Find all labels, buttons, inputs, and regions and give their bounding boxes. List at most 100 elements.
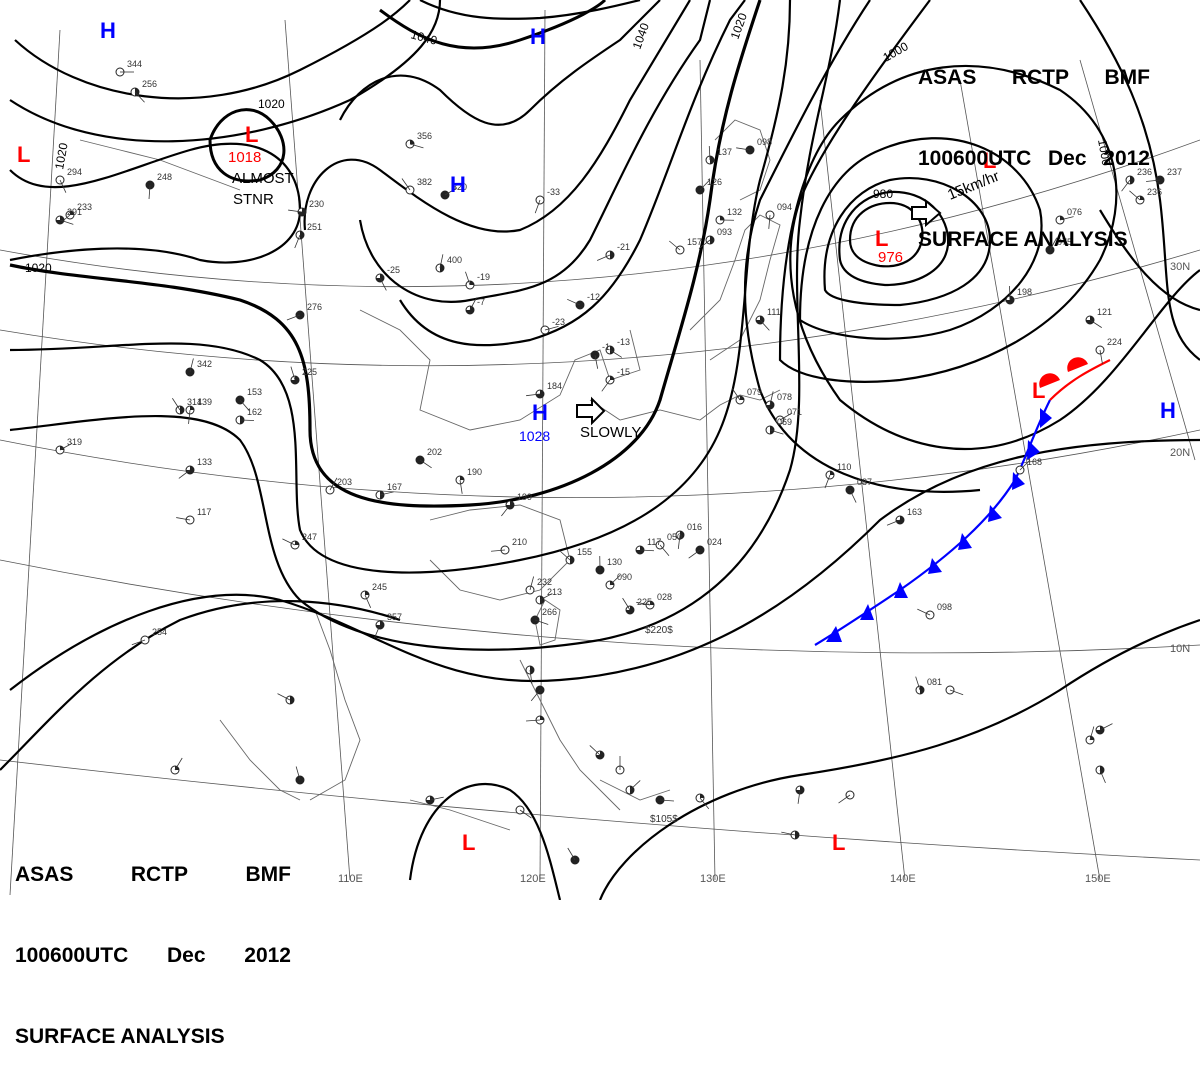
high-pressure-value: 1028 (519, 428, 550, 444)
station-value: 232 (537, 577, 552, 587)
station-value: 016 (687, 522, 702, 532)
header-bottom-left: ASAS RCTP BMF 100600UTC Dec 2012 SURFACE ANA… (15, 807, 291, 1077)
station-extra-label: $220$ (645, 625, 673, 636)
station-value: 276 (307, 302, 322, 312)
station-value: 356 (417, 131, 432, 141)
station-value: 314 (187, 397, 202, 407)
station-value: 079 (747, 387, 762, 397)
station-value: 190 (467, 467, 482, 477)
lon-label: 140E (890, 873, 916, 885)
station-value: 342 (197, 359, 212, 369)
station-value: 117 (647, 537, 661, 547)
station-value: 251 (307, 222, 322, 232)
station-value: 155 (577, 547, 592, 557)
station-value: 256 (142, 79, 157, 89)
station-value: 130 (607, 557, 622, 567)
month-label: Dec (167, 942, 206, 969)
station-value: 203 (337, 477, 352, 487)
station-value: 225 (637, 597, 652, 607)
station-value: 247 (302, 532, 317, 542)
station-value: 184 (547, 381, 562, 391)
station-value: 093 (717, 227, 732, 237)
station-value: 126 (707, 177, 722, 187)
station-value: -33 (547, 187, 560, 197)
station-value: -12 (587, 292, 600, 302)
station-value: 098 (937, 602, 952, 612)
station-value: 210 (512, 537, 527, 547)
station-value: 132 (727, 207, 742, 217)
station-value: 319 (67, 437, 82, 447)
station-value: 098 (757, 137, 772, 147)
high-pressure-symbol: H (530, 24, 546, 49)
station-value: -21 (617, 242, 630, 252)
station-value: 248 (157, 172, 172, 182)
isobar-label: 1020 (25, 261, 52, 275)
station-value: 111 (767, 307, 781, 317)
station-value: 225 (302, 367, 317, 377)
office-label: BMF (1105, 64, 1151, 91)
low-pressure-symbol: L (832, 830, 845, 855)
lat-label: 30N (1170, 261, 1190, 273)
station-value: 400 (447, 255, 462, 265)
station-value: 137 (717, 147, 732, 157)
station-value: 028 (657, 592, 672, 602)
station-value: -1 (602, 342, 610, 352)
high-pressure-symbol: H (532, 400, 548, 425)
station-value: 081 (927, 677, 942, 687)
station-value: 069 (777, 417, 792, 427)
station-value: 254 (152, 627, 167, 637)
station-value: 344 (127, 59, 142, 69)
station-value: 382 (417, 177, 432, 187)
station-value: -23 (552, 317, 565, 327)
low-pressure-symbol: L (462, 830, 475, 855)
station-value: 024 (707, 537, 722, 547)
year-label: 2012 (244, 942, 291, 969)
station-value: 202 (427, 447, 442, 457)
station-value: -7 (477, 297, 485, 307)
low-pressure-symbol: L (875, 226, 888, 251)
station-value: 153 (247, 387, 262, 397)
datetime-label: 100600UTC (918, 145, 1031, 172)
station-value: 224 (1107, 337, 1122, 347)
station-value: -19 (477, 272, 490, 282)
high-pressure-symbol: H (1160, 398, 1176, 423)
station-value: 078 (777, 392, 792, 402)
station-value: 199 (517, 492, 532, 502)
station-extra-label: $105$ (650, 814, 678, 825)
station-value: 094 (777, 202, 792, 212)
station-value: 050 (667, 532, 682, 542)
high-pressure-symbol: H (450, 172, 466, 197)
low-pressure-value: 1018 (228, 149, 261, 166)
high-pressure-symbol: H (100, 18, 116, 43)
stnr-label: STNR (233, 191, 274, 208)
station-value: -25 (387, 265, 400, 275)
station-value: 357 (387, 612, 402, 622)
isobar-label: 980 (873, 187, 893, 201)
station-value: 167 (387, 482, 402, 492)
station-value: 121 (1097, 307, 1112, 317)
agency-label: ASAS (15, 861, 73, 888)
station-value: 110 (837, 462, 851, 472)
month-label: Dec (1048, 145, 1087, 172)
low-pressure-symbol: L (17, 142, 30, 167)
station-value: 087 (857, 477, 872, 487)
station-value: 266 (542, 607, 557, 617)
lat-label: 10N (1170, 643, 1190, 655)
lat-label: 20N (1170, 447, 1190, 459)
station-value: 168 (1027, 457, 1042, 467)
low-pressure-symbol: L (1032, 378, 1045, 403)
station-value: 163 (907, 507, 922, 517)
agency-label: ASAS (918, 64, 976, 91)
station-value: 071 (787, 407, 802, 417)
datetime-label: 100600UTC (15, 942, 128, 969)
office-label: BMF (246, 861, 292, 888)
station-value: 162 (247, 407, 262, 417)
station-value: 133 (197, 457, 212, 467)
station-label: RCTP (131, 861, 188, 888)
product-label: SURFACE ANALYSIS (15, 1025, 225, 1048)
station-value: -13 (617, 337, 630, 347)
lon-label: 150E (1085, 873, 1111, 885)
slowly-label: SLOWLY (580, 424, 641, 441)
station-value: 117 (197, 507, 211, 517)
low-pressure-symbol: L (245, 122, 258, 147)
